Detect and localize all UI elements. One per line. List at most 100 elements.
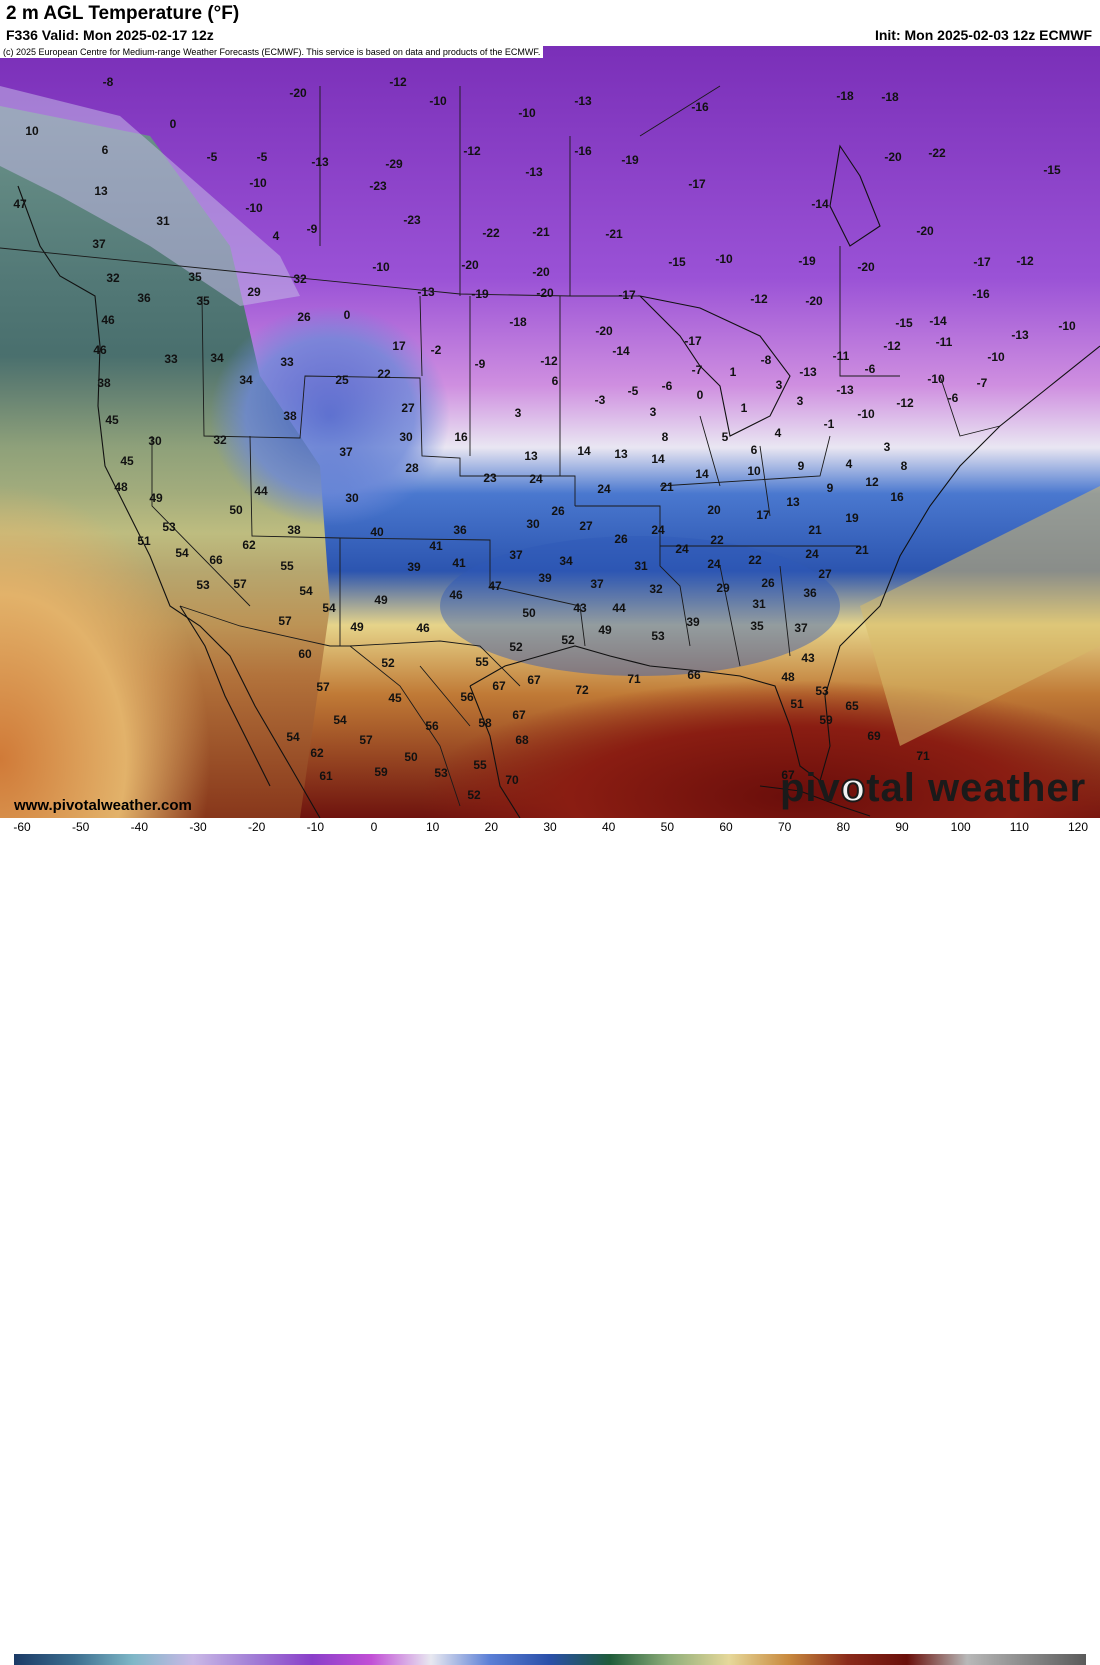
temperature-value: 13 — [786, 495, 800, 509]
temperature-value: -7 — [692, 363, 703, 377]
temperature-value: 9 — [827, 481, 834, 495]
temperature-value: 56 — [425, 719, 439, 733]
temperature-value: 22 — [377, 367, 391, 381]
temperature-value: -15 — [1043, 163, 1061, 177]
temperature-value: 8 — [901, 459, 908, 473]
temperature-value: 9 — [798, 459, 805, 473]
temperature-value: -10 — [249, 176, 267, 190]
temperature-value: -14 — [929, 314, 947, 328]
temperature-value: -22 — [482, 226, 500, 240]
temperature-value: 72 — [575, 683, 589, 697]
temperature-value: 54 — [286, 730, 300, 744]
temperature-value: 34 — [210, 351, 224, 365]
legend-tick-label: -10 — [306, 820, 324, 834]
legend-tick-label: -50 — [71, 820, 90, 834]
temperature-value: 71 — [916, 749, 930, 763]
temperature-value: 43 — [801, 651, 815, 665]
temperature-value: -17 — [684, 334, 702, 348]
temperature-value: -5 — [207, 150, 218, 164]
utah-arizona-border — [249, 435, 341, 646]
temperature-value: 21 — [808, 523, 822, 537]
temperature-value: -16 — [574, 144, 592, 158]
temperature-value: 53 — [162, 520, 176, 534]
legend-tick-label: 30 — [543, 820, 557, 834]
temperature-value: 24 — [805, 547, 819, 561]
temperature-value: -8 — [103, 75, 114, 89]
temperature-value: 67 — [512, 708, 526, 722]
temperature-value: 52 — [561, 633, 575, 647]
temperature-value: 27 — [818, 567, 832, 581]
legend-colorbar — [14, 1654, 1086, 1665]
temperature-value: -10 — [1058, 319, 1076, 333]
temperature-value: 39 — [407, 560, 421, 574]
temperature-value: 67 — [781, 768, 795, 782]
temperature-value: 33 — [164, 352, 178, 366]
temperature-map: -8 10 0 6 13 31 -5 -5 -10 -10 4 -9 -20 -12 -10 -13 -29 -2… — [0, 46, 1100, 818]
header: 2 m AGL Temperature (°F) F336 Valid: Mon… — [0, 0, 1100, 46]
temperature-value: 49 — [598, 623, 612, 637]
temperature-value: 48 — [114, 480, 128, 494]
legend-tick-label: -20 — [247, 820, 266, 834]
cuba-coastline — [759, 785, 871, 817]
temperature-value: 17 — [756, 508, 770, 522]
four-corners-borders — [339, 537, 586, 647]
temperature-value: 62 — [242, 538, 256, 552]
temperature-value: 66 — [209, 553, 223, 567]
temperature-value: 24 — [707, 557, 721, 571]
rockies-cold-shade — [210, 306, 450, 526]
temperature-value: 34 — [239, 373, 253, 387]
temperature-value: -14 — [612, 344, 630, 358]
temperature-value: -12 — [750, 292, 768, 306]
temperature-value: -19 — [471, 287, 489, 301]
temperature-value: 54 — [322, 601, 336, 615]
legend-tick-label: 10 — [425, 820, 440, 834]
init-time: Init: Mon 2025-02-03 12z ECMWF — [874, 27, 1092, 43]
temperature-value: -10 — [245, 201, 263, 215]
temperature-value: -6 — [865, 362, 876, 376]
temperature-value: -2 — [431, 343, 442, 357]
temperature-value: 8 — [662, 430, 669, 444]
legend-tick-label: 0 — [370, 820, 378, 834]
temperature-value: 3 — [515, 406, 522, 420]
temperature-value: 71 — [627, 672, 641, 686]
temperature-value: 26 — [761, 576, 775, 590]
temperature-value: -8 — [761, 353, 772, 367]
mexico-gulf-coastline — [469, 685, 521, 818]
legend-tick-label: 70 — [777, 820, 792, 834]
temperature-value: 35 — [188, 270, 202, 284]
temperature-value: 70 — [505, 773, 519, 787]
temperature-value: -22 — [928, 146, 946, 160]
great-lakes-outline — [638, 295, 791, 437]
temperature-value: 24 — [529, 472, 543, 486]
temperature-value: 36 — [453, 523, 467, 537]
temperature-value: 55 — [280, 559, 294, 573]
temperature-value: 29 — [716, 581, 730, 595]
temperature-value: 31 — [752, 597, 766, 611]
temperature-value: -6 — [662, 379, 673, 393]
temperature-value: 52 — [467, 788, 481, 802]
temperature-value: 29 — [247, 285, 261, 299]
temperature-value: 13 — [524, 449, 538, 463]
temperature-value: -12 — [883, 339, 901, 353]
temperature-value: 32 — [213, 433, 227, 447]
temperature-value: 60 — [298, 647, 312, 661]
temperature-value: -10 — [987, 350, 1005, 364]
temperature-value: 32 — [106, 271, 120, 285]
temperature-value: 58 — [478, 716, 492, 730]
temperature-value: -10 — [927, 372, 945, 386]
site-url[interactable]: www.pivotalweather.com — [14, 797, 192, 814]
legend-tick-label: 50 — [660, 820, 675, 834]
california-nevada-border — [151, 436, 251, 607]
temperature-value: 66 — [687, 668, 701, 682]
temperature-value: -3 — [595, 393, 606, 407]
temperature-value: 41 — [429, 539, 443, 553]
temperature-value: -9 — [307, 222, 318, 236]
temperature-value: 59 — [819, 713, 833, 727]
temperature-value: 37 — [509, 548, 523, 562]
temperature-value: 17 — [392, 339, 406, 353]
temperature-value: 57 — [278, 614, 292, 628]
temperature-value: 52 — [381, 656, 395, 670]
temperature-value: 20 — [707, 503, 721, 517]
temperature-value: 24 — [651, 523, 665, 537]
temperature-value: 6 — [102, 143, 109, 157]
